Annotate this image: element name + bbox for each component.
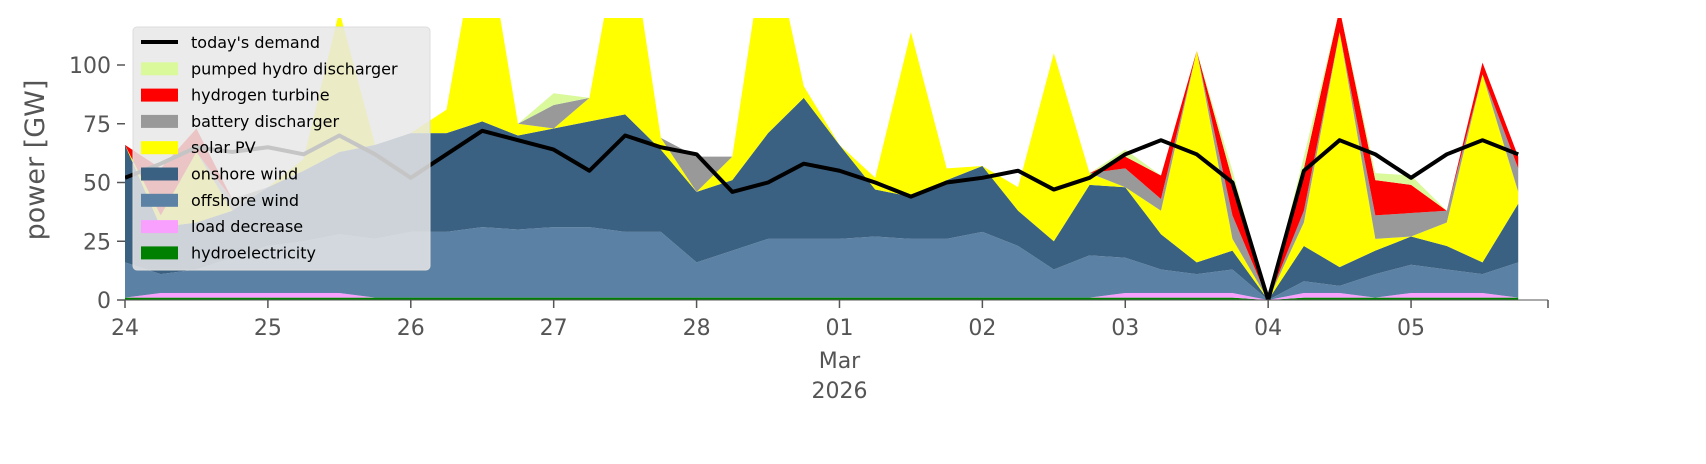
x-tick-label: 04 [1254, 316, 1282, 341]
x-tick-label: 05 [1397, 316, 1425, 341]
legend-swatch [141, 88, 178, 102]
y-axis-label: power [GW] [20, 80, 51, 241]
x-tick-sublabel: 2026 [811, 379, 867, 404]
x-tick-sublabel: Mar [819, 349, 861, 374]
legend-label: load decrease [191, 217, 303, 236]
legend-label: hydroelectricity [191, 243, 316, 262]
x-tick-label: 28 [683, 316, 711, 341]
legend-label: hydrogen turbine [191, 86, 330, 105]
y-tick-label: 0 [97, 289, 111, 314]
y-tick-label: 75 [83, 113, 111, 138]
x-tick-label: 24 [111, 316, 139, 341]
area [125, 18, 1519, 300]
legend-label: pumped hydro discharger [191, 59, 398, 78]
x-tick-label: 03 [1111, 316, 1139, 341]
legend-swatch [141, 114, 178, 128]
x-tick-label: 01 [825, 316, 853, 341]
legend-swatch [141, 220, 178, 234]
area [125, 297, 1519, 300]
legend-label: today's demand [191, 33, 320, 52]
x-tick-label: 27 [540, 316, 568, 341]
legend-label: offshore wind [191, 191, 299, 210]
legend-label: solar PV [191, 138, 256, 157]
y-tick-label: 50 [83, 172, 111, 197]
legend-label: onshore wind [191, 165, 298, 184]
legend-swatch [141, 193, 178, 207]
legend-swatch [141, 246, 178, 260]
area [125, 97, 1519, 300]
x-tick-label: 25 [254, 316, 282, 341]
area [125, 292, 1519, 300]
x-tick-label: 26 [397, 316, 425, 341]
legend-label: battery discharger [191, 112, 339, 131]
area [125, 227, 1519, 300]
legend-box [132, 26, 431, 271]
legend-swatch [141, 141, 178, 155]
x-tick-label: 02 [968, 316, 996, 341]
legend-swatch [141, 62, 178, 76]
legend-swatch [141, 167, 178, 181]
y-tick-label: 100 [69, 54, 111, 79]
y-tick-label: 25 [83, 230, 111, 255]
